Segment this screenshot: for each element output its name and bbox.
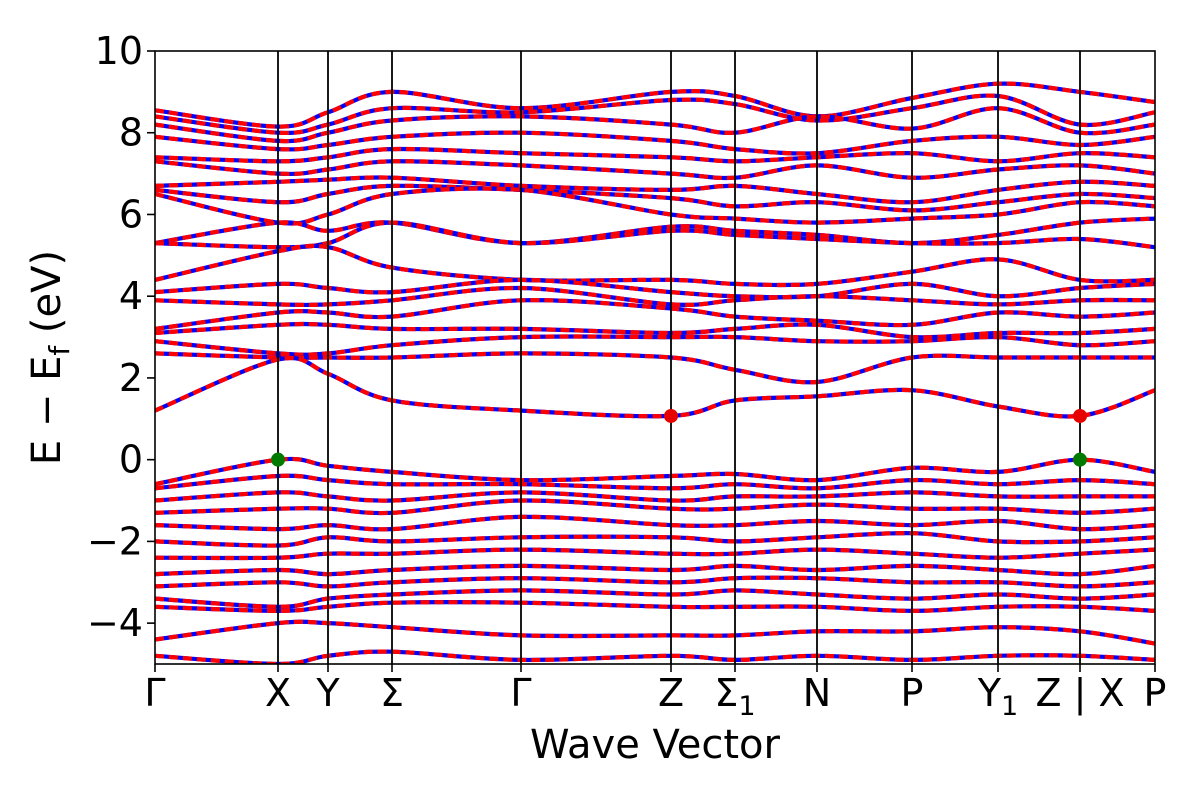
band-26-spin-down — [155, 563, 1155, 577]
ytick-label-5: 6 — [119, 192, 143, 236]
ytick-label-4: 4 — [119, 274, 143, 318]
ytick-label-7: 10 — [95, 29, 143, 73]
band-16-spin-down — [155, 334, 1155, 357]
kpath-lines-layer — [277, 51, 1081, 664]
xtick-subscript-9: 1 — [1001, 691, 1018, 722]
y-axis-title-subscript: f — [43, 345, 76, 356]
xtick-label-3: Σ — [380, 671, 404, 715]
band-4-spin-down — [155, 146, 1155, 164]
band-5-spin-up — [155, 159, 1155, 181]
band-30-spin-down — [155, 619, 1155, 646]
band-2-spin-up — [155, 106, 1155, 144]
y-axis-title-unit: (eV) — [24, 250, 70, 346]
xtick-label-5: Z — [658, 671, 684, 715]
y-axis-ticks: −4 −2 0 2 4 6 8 10 — [87, 29, 155, 645]
band-1-spin-up — [155, 93, 1155, 136]
band-17-spin-up — [155, 351, 1155, 385]
xtick-label-10: Z | X — [1035, 671, 1124, 716]
xtick-label-0: Γ — [144, 671, 165, 715]
ytick-label-2: 0 — [119, 438, 143, 482]
band-3-spin-down — [155, 130, 1155, 156]
ytick-label-6: 8 — [119, 111, 143, 155]
xtick-label-8: P — [901, 671, 924, 715]
band-9-spin-up — [155, 216, 1155, 246]
xtick-label-9: Y1 — [977, 671, 1018, 722]
x-axis-title: Wave Vector — [530, 722, 781, 768]
band-25-spin-down — [155, 547, 1155, 561]
band-30-spin-up — [155, 619, 1155, 646]
xtick-subscript-6: 1 — [738, 691, 755, 722]
band-8-spin-up — [155, 186, 1155, 226]
band-19-spin-up — [155, 456, 1155, 487]
band-24-spin-down — [155, 531, 1155, 548]
ytick-label-1: −2 — [87, 519, 143, 563]
band-8-spin-down — [155, 186, 1155, 226]
band-31-spin-down — [155, 649, 1155, 664]
vbm-marker-1 — [1073, 452, 1087, 467]
ytick-label-3: 2 — [119, 356, 143, 400]
xtick-label-11: P — [1144, 671, 1167, 715]
plot-frame — [154, 50, 1156, 665]
xtick-label-1: X — [265, 671, 291, 715]
band-27-spin-down — [155, 575, 1155, 589]
extrema-markers-layer — [271, 408, 1087, 467]
band-21-spin-down — [155, 490, 1155, 503]
cbm-marker-3 — [1073, 408, 1087, 423]
xtick-label-4: Γ — [510, 671, 531, 715]
vbm-marker-0 — [271, 452, 285, 467]
band-22-spin-down — [155, 498, 1155, 516]
band-18-spin-up — [155, 355, 1155, 419]
band-23-spin-down — [155, 514, 1155, 532]
y-axis-title: E − Ef (eV) — [24, 250, 76, 465]
x-axis-ticks: Γ X Y Σ Γ Z Σ1 N P Y1 Z | X P — [144, 664, 1166, 722]
ytick-label-0: −4 — [87, 601, 143, 645]
cbm-marker-2 — [664, 408, 678, 423]
xtick-label-2: Y — [315, 671, 340, 715]
xtick-label-7: N — [803, 671, 831, 715]
bands-layer — [155, 81, 1155, 664]
band-10-spin-up — [155, 220, 1155, 250]
xtick-label-6: Σ1 — [714, 671, 755, 722]
band-0-spin-down — [155, 81, 1155, 129]
band-11-spin-up — [155, 243, 1155, 288]
